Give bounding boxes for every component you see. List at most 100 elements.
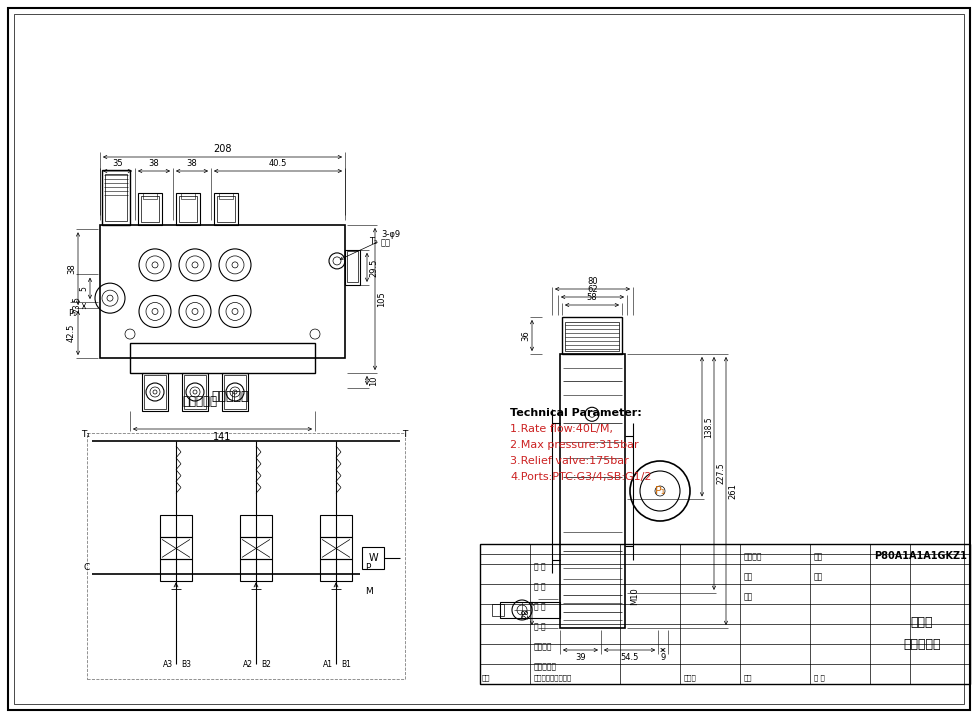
- Bar: [184, 375, 206, 409]
- Text: B2: B2: [261, 660, 271, 669]
- Text: 208: 208: [213, 144, 232, 154]
- Text: 23.5: 23.5: [73, 297, 82, 313]
- Bar: [217, 196, 234, 222]
- Bar: [102, 170, 130, 225]
- Bar: [361, 547, 384, 569]
- Text: 描 图: 描 图: [533, 602, 545, 611]
- Text: 9: 9: [659, 653, 664, 662]
- Text: 设 计: 设 计: [533, 562, 545, 571]
- Text: 54.5: 54.5: [619, 653, 638, 662]
- Bar: [87, 433, 404, 679]
- Bar: [239, 559, 272, 582]
- Text: B3: B3: [181, 660, 191, 669]
- Bar: [319, 516, 352, 537]
- Text: 36: 36: [521, 330, 530, 341]
- Bar: [562, 317, 621, 354]
- Text: 通孔: 通孔: [381, 238, 391, 247]
- Text: B1: B1: [341, 660, 351, 669]
- Text: 138.5: 138.5: [703, 416, 712, 437]
- Text: 液压原理图: 液压原理图: [183, 395, 217, 408]
- Text: 35: 35: [112, 159, 123, 168]
- Text: T₂: T₂: [368, 237, 377, 246]
- Text: 62: 62: [586, 285, 597, 294]
- Text: 校 对: 校 对: [533, 622, 545, 631]
- Text: A3: A3: [163, 660, 173, 669]
- Bar: [319, 537, 352, 559]
- Bar: [560, 354, 624, 628]
- Bar: [239, 516, 272, 537]
- Bar: [182, 373, 208, 411]
- Text: P80A1A1A1GKZ1: P80A1A1A1GKZ1: [873, 551, 966, 561]
- Text: 10: 10: [368, 376, 378, 386]
- Bar: [491, 604, 503, 616]
- Bar: [176, 193, 199, 225]
- Text: 38: 38: [67, 264, 76, 274]
- Bar: [214, 193, 237, 225]
- Bar: [319, 559, 352, 582]
- Text: 比例: 比例: [743, 592, 752, 601]
- Text: M: M: [364, 587, 372, 597]
- Text: A1: A1: [322, 660, 332, 669]
- Text: 40.5: 40.5: [269, 159, 287, 168]
- Text: 更改人: 更改人: [683, 674, 696, 681]
- Bar: [224, 375, 246, 409]
- Text: 标记: 标记: [482, 674, 490, 681]
- Bar: [160, 537, 191, 559]
- Bar: [105, 174, 127, 221]
- Text: 3.Relief valve:175bar: 3.Relief valve:175bar: [509, 456, 628, 466]
- Bar: [565, 322, 618, 351]
- Text: 141: 141: [213, 432, 232, 442]
- Bar: [143, 193, 157, 199]
- Text: 105: 105: [376, 291, 386, 307]
- Text: 261: 261: [727, 483, 737, 499]
- Bar: [181, 193, 194, 199]
- Bar: [239, 537, 272, 559]
- Text: 外型尺寸图: 外型尺寸图: [903, 638, 940, 651]
- Bar: [130, 343, 315, 373]
- Text: Technical Parameter:: Technical Parameter:: [509, 408, 641, 418]
- Text: 3-φ9: 3-φ9: [381, 230, 400, 239]
- Text: 28: 28: [521, 608, 530, 619]
- Text: T₁: T₁: [81, 430, 90, 439]
- Text: 80: 80: [586, 277, 597, 286]
- Bar: [142, 373, 168, 411]
- Text: 1.Rate flow:40L/M,: 1.Rate flow:40L/M,: [509, 424, 613, 434]
- Text: 5: 5: [79, 286, 88, 291]
- Text: 29.5: 29.5: [368, 258, 378, 276]
- Bar: [160, 516, 191, 537]
- Text: A2: A2: [242, 660, 253, 669]
- Text: 共张: 共张: [813, 552, 823, 561]
- Bar: [219, 193, 233, 199]
- Bar: [160, 559, 191, 582]
- Bar: [222, 373, 248, 411]
- Text: P₁: P₁: [68, 309, 76, 318]
- Text: 58: 58: [586, 293, 597, 302]
- Bar: [347, 251, 358, 282]
- Bar: [179, 196, 196, 222]
- Text: C: C: [84, 564, 90, 572]
- Text: 39: 39: [574, 653, 585, 662]
- Text: P: P: [364, 564, 370, 572]
- Bar: [480, 544, 969, 684]
- Bar: [138, 193, 162, 225]
- Bar: [144, 375, 166, 409]
- Text: 多路阀: 多路阀: [910, 616, 932, 629]
- Text: 38: 38: [149, 159, 159, 168]
- Text: 工艺检查: 工艺检查: [533, 642, 552, 651]
- Bar: [345, 250, 360, 285]
- Text: M10: M10: [629, 587, 638, 605]
- Text: 第张: 第张: [813, 572, 823, 581]
- Text: 审 核: 审 核: [813, 674, 824, 681]
- Text: 4.Ports:PTC:G3/4;SB:G1/2: 4.Ports:PTC:G3/4;SB:G1/2: [509, 472, 651, 482]
- Bar: [100, 225, 345, 358]
- Text: P₁: P₁: [654, 486, 665, 496]
- Text: 液压原理图: 液压原理图: [211, 390, 248, 403]
- Text: 227.5: 227.5: [715, 462, 724, 484]
- Text: 图样标记: 图样标记: [743, 552, 762, 561]
- Text: 重量: 重量: [743, 572, 752, 581]
- Text: 38: 38: [187, 159, 197, 168]
- Text: 42.5: 42.5: [67, 324, 76, 342]
- Text: T: T: [402, 430, 407, 439]
- Text: 制 图: 制 图: [533, 582, 545, 591]
- Text: 2.Max pressure:315bar: 2.Max pressure:315bar: [509, 440, 638, 450]
